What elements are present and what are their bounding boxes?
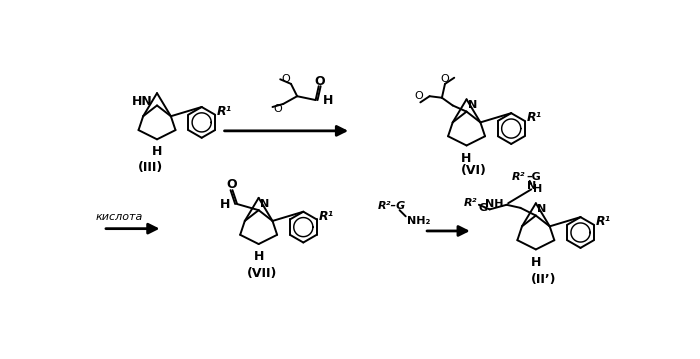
Text: N: N <box>538 204 547 214</box>
Text: NH₂: NH₂ <box>407 216 430 226</box>
Text: R²: R² <box>464 198 477 208</box>
Text: NH: NH <box>485 199 503 209</box>
Text: (III): (III) <box>138 161 164 174</box>
Text: кислота: кислота <box>95 212 143 222</box>
Text: (II’): (II’) <box>531 273 556 286</box>
Text: HN: HN <box>132 95 153 108</box>
Text: R¹: R¹ <box>596 215 611 228</box>
Text: R²: R² <box>512 172 525 182</box>
Text: R¹: R¹ <box>217 105 232 118</box>
Text: N: N <box>526 181 536 191</box>
Text: R²–G: R²–G <box>378 201 406 210</box>
Text: G: G <box>479 203 488 213</box>
Text: O: O <box>314 75 325 88</box>
Text: O: O <box>281 74 290 84</box>
Text: O: O <box>274 103 283 113</box>
Text: H: H <box>531 256 541 269</box>
Text: O: O <box>226 178 237 191</box>
Text: (VII): (VII) <box>247 267 278 280</box>
Text: H: H <box>533 185 542 194</box>
Text: R¹: R¹ <box>526 111 542 124</box>
Text: N: N <box>468 100 477 110</box>
Text: O: O <box>440 74 449 84</box>
Text: N: N <box>260 199 270 209</box>
Text: H: H <box>152 145 162 158</box>
Text: H: H <box>253 250 264 263</box>
Text: –G: –G <box>526 172 541 182</box>
Text: O: O <box>414 91 424 101</box>
Text: R¹: R¹ <box>318 210 334 223</box>
Text: H: H <box>461 151 472 165</box>
Text: H: H <box>220 197 230 210</box>
Text: H: H <box>323 94 333 107</box>
Text: (VI): (VI) <box>461 164 487 177</box>
